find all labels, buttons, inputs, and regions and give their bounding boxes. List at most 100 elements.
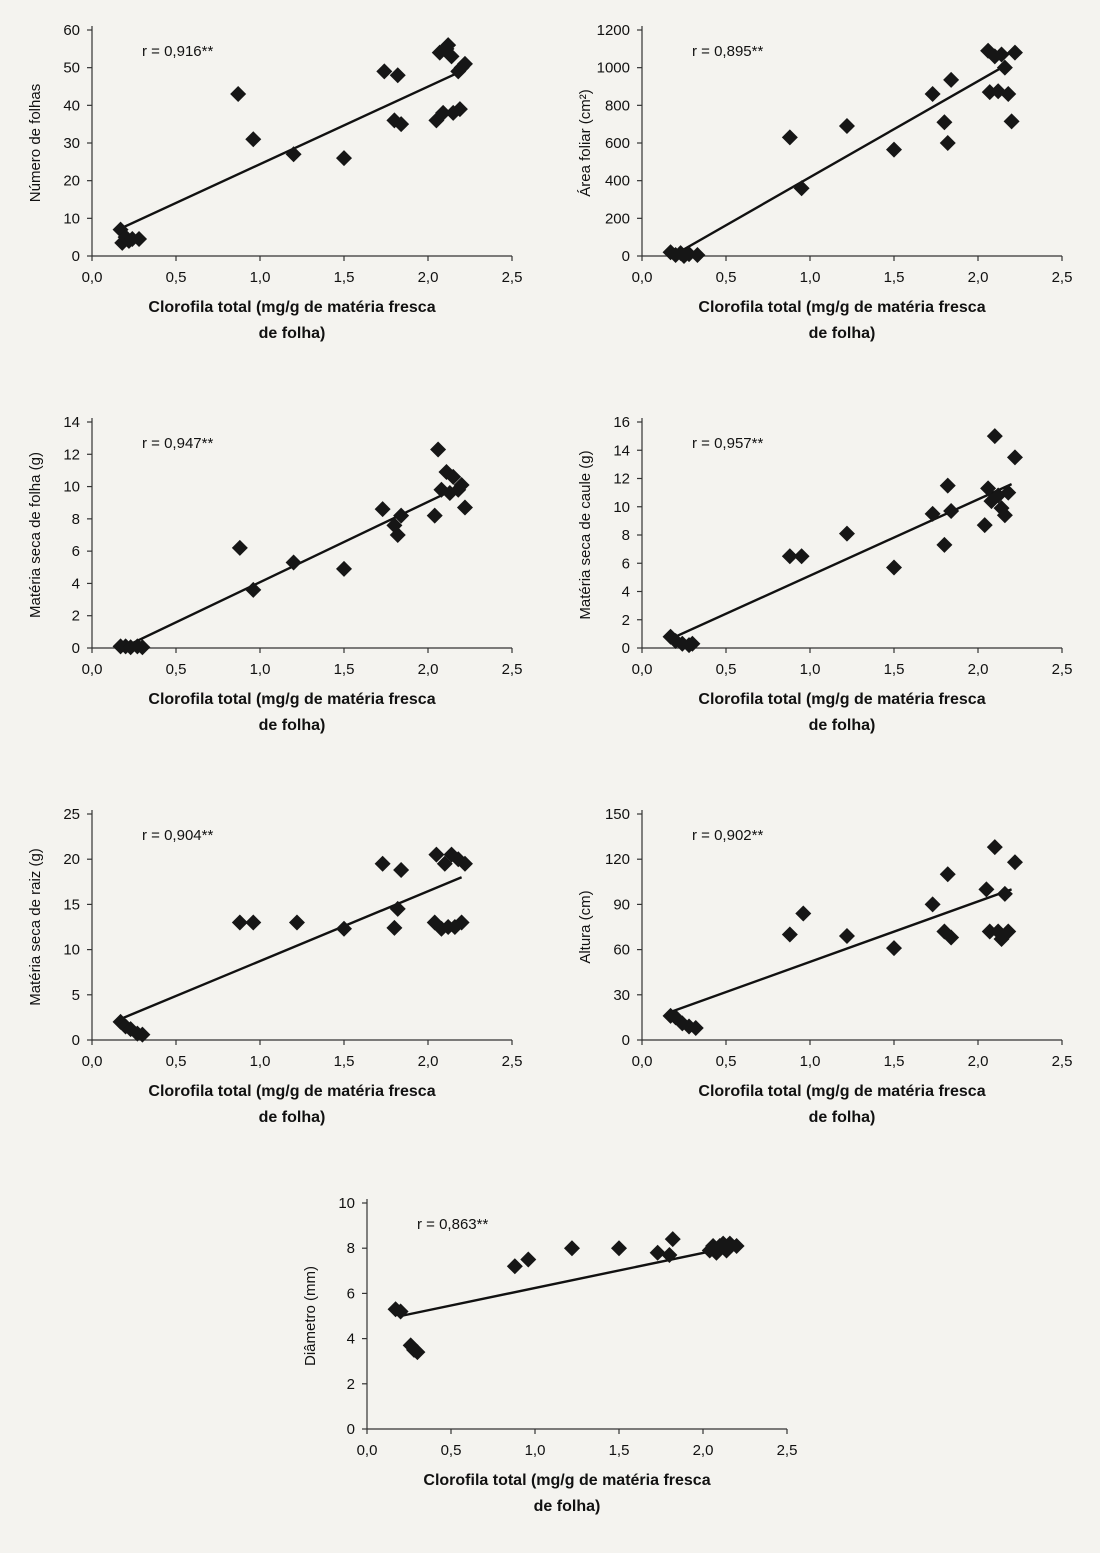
data-point — [1000, 86, 1017, 103]
x-axis-label-line: Clorofila total (mg/g de matéria fresca — [423, 1472, 710, 1489]
data-point — [374, 501, 391, 518]
chart-leaf-count: 0 10 20 30 40 50 60 0,0 0,5 1,0 1,5 2,0 2,5 Número de… — [27, 22, 522, 342]
y-tick-label: 8 — [622, 527, 630, 544]
data-point — [649, 1244, 666, 1261]
y-tick-label: 10 — [63, 210, 80, 227]
y-tick-label: 200 — [605, 210, 630, 227]
data-point — [936, 114, 953, 131]
data-point — [245, 131, 262, 148]
x-tick-label: 1,0 — [250, 1053, 271, 1070]
x-axis-label-line: Clorofila total (mg/g de matéria fresca — [698, 1083, 985, 1100]
x-tick-label: 1,5 — [334, 269, 355, 286]
data-point — [230, 86, 247, 103]
data-point — [793, 548, 810, 565]
chart-height: 0 30 60 90 120 150 0,0 0,5 1,0 1,5 2,0 2,5 Altura (c… — [577, 806, 1072, 1126]
y-tick-label: 15 — [63, 896, 80, 913]
y-tick-label: 120 — [605, 851, 630, 868]
y-tick-label: 600 — [605, 135, 630, 152]
x-tick-label: 2,5 — [1052, 269, 1073, 286]
y-axis-label: Diâmetro (mm) — [302, 1266, 319, 1366]
data-point — [1006, 44, 1023, 61]
x-tick-label: 1,5 — [334, 1053, 355, 1070]
y-tick-label: 6 — [622, 555, 630, 572]
data-point — [943, 929, 960, 946]
data-point — [430, 441, 447, 458]
y-tick-label: 20 — [63, 851, 80, 868]
data-point — [436, 855, 453, 872]
x-tick-label: 1,5 — [884, 1053, 905, 1070]
trend-line — [671, 888, 1013, 1013]
trend-line — [671, 64, 1006, 258]
data-point — [708, 1244, 725, 1261]
x-axis-label-line: Clorofila total (mg/g de matéria fresca — [698, 299, 985, 316]
data-point — [376, 63, 393, 80]
x-axis-label-line: de folha) — [809, 325, 876, 342]
y-tick-label: 10 — [63, 942, 80, 959]
data-point — [453, 476, 470, 493]
y-tick-label: 4 — [347, 1331, 355, 1348]
x-tick-label: 0,0 — [357, 1442, 378, 1459]
data-point — [520, 1251, 537, 1268]
data-point — [443, 48, 460, 65]
y-tick-label: 30 — [613, 987, 630, 1004]
data-point — [990, 487, 1007, 504]
data-point — [134, 639, 151, 656]
y-tick-label: 10 — [338, 1195, 355, 1212]
data-point — [728, 1237, 745, 1254]
x-tick-label: 1,5 — [609, 1442, 630, 1459]
x-axis-label-line: Clorofila total (mg/g de matéria fresca — [698, 691, 985, 708]
chart-diameter: 0 2 4 6 8 10 0,0 0,5 1,0 1,5 2,0 2,5 Diâmetro (mm) Cl… — [302, 1195, 798, 1515]
y-tick-label: 60 — [63, 22, 80, 39]
data-point — [450, 851, 467, 868]
data-point — [441, 485, 458, 502]
y-tick-label: 10 — [613, 499, 630, 516]
data-point — [936, 923, 953, 940]
y-tick-label: 1200 — [597, 22, 630, 39]
data-point — [662, 628, 679, 645]
y-tick-label: 2 — [72, 608, 80, 625]
x-axis-label-line: de folha) — [534, 1498, 601, 1515]
data-point — [981, 923, 998, 940]
x-tick-label: 2,5 — [502, 1053, 523, 1070]
data-point — [393, 507, 410, 524]
x-tick-label: 0,0 — [632, 661, 653, 678]
x-tick-label: 2,5 — [777, 1442, 798, 1459]
x-tick-label: 0,5 — [166, 1053, 187, 1070]
data-point — [456, 855, 473, 872]
y-tick-label: 4 — [622, 584, 630, 601]
y-tick-label: 0 — [622, 640, 630, 657]
y-axis-label: Matéria seca de raiz (g) — [27, 848, 44, 1006]
correlation-label: r = 0,904** — [142, 827, 213, 844]
data-point — [664, 1231, 681, 1248]
chart-root-dry-mass: 0 5 10 15 20 25 0,0 0,5 1,0 1,5 2,0 2,5 Matéria seca… — [27, 806, 523, 1126]
data-point — [1006, 854, 1023, 871]
x-tick-label: 0,0 — [82, 1053, 103, 1070]
data-point — [943, 71, 960, 88]
data-point — [288, 914, 305, 931]
chart-leaf-area: 0 200 400 600 800 1000 1200 0,0 0,5 1,0 1,5 2,0 2,5 Á… — [577, 22, 1073, 342]
y-tick-label: 30 — [63, 135, 80, 152]
data-point — [1000, 923, 1017, 940]
x-tick-label: 2,0 — [418, 661, 439, 678]
data-point — [924, 896, 941, 913]
x-tick-label: 1,0 — [250, 269, 271, 286]
x-tick-label: 0,5 — [716, 1053, 737, 1070]
correlation-label: r = 0,947** — [142, 435, 213, 452]
x-tick-label: 0,5 — [441, 1442, 462, 1459]
data-point — [687, 1019, 704, 1036]
data-point — [445, 468, 462, 485]
data-point — [990, 923, 1007, 940]
x-tick-label: 0,0 — [632, 269, 653, 286]
y-tick-label: 60 — [613, 942, 630, 959]
x-tick-label: 2,5 — [1052, 661, 1073, 678]
correlation-label: r = 0,902** — [692, 827, 763, 844]
data-point — [1003, 113, 1020, 130]
data-point — [245, 914, 262, 931]
data-point — [838, 525, 855, 542]
data-point — [996, 59, 1013, 76]
data-point — [426, 507, 443, 524]
x-tick-label: 0,5 — [166, 661, 187, 678]
data-point — [996, 885, 1013, 902]
y-tick-label: 0 — [72, 1032, 80, 1049]
